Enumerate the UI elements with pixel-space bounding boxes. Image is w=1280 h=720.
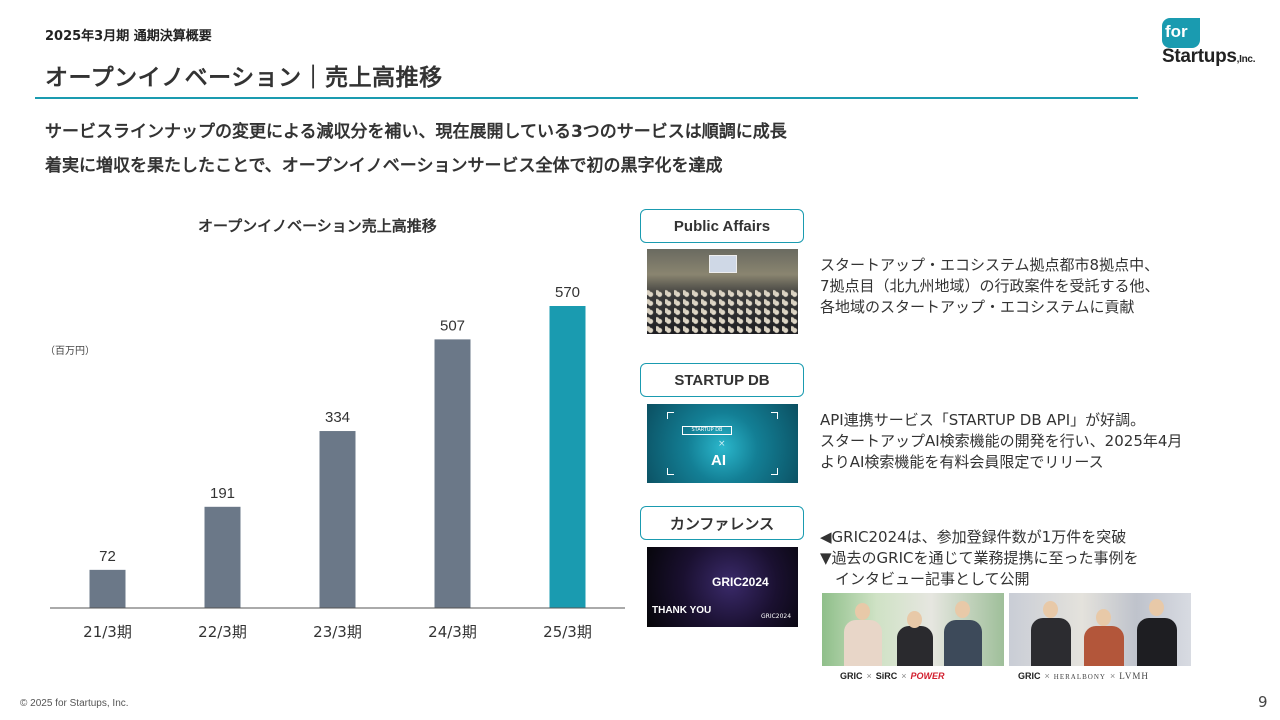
chart-bar [434, 339, 471, 608]
cross-mark: × [901, 671, 907, 681]
logo-box: for [1162, 18, 1200, 48]
person-head [1043, 601, 1058, 618]
text-line: インタビュー記事として公開 [820, 570, 1030, 588]
bar-value-label: 507 [440, 317, 465, 334]
frame-corner [771, 412, 778, 419]
person [897, 626, 933, 666]
service-text-conference: ◀GRIC2024は、参加登録件数が1万件を突破 ▼過去のGRICを通じて業務提… [820, 527, 1138, 590]
page-title: オープンイノベーション｜売上高推移 [45, 65, 443, 91]
page-number: 9 [1258, 693, 1268, 711]
service-text-public-affairs: スタートアップ・エコシステム拠点都市8拠点中、 7拠点目（北九州地域）の行政案件… [820, 255, 1160, 318]
sirc-logo: SiRC [875, 671, 898, 681]
x-tick-label: 23/3期 [313, 623, 362, 641]
bar-value-label: 191 [210, 485, 235, 502]
logo-inc-text: ,Inc. [1236, 54, 1256, 65]
gric-corner-mark: GRIC2024 [761, 613, 792, 620]
person [1084, 626, 1124, 666]
cross-mark: × [866, 671, 872, 681]
copyright: © 2025 for Startups, Inc. [20, 698, 129, 709]
lead-line-2: 着実に増収を果たしたことで、オープンイノベーションサービス全体で初の黒字化を達成 [45, 156, 723, 176]
text-line: よりAI検索機能を有料会員限定でリリース [820, 453, 1104, 471]
person-head [955, 601, 970, 618]
person-head [855, 603, 870, 620]
cross-mark: × [1044, 671, 1050, 681]
partner-logos-right: GRIC × HERALBONY × LVMH [1018, 671, 1149, 681]
heralbony-logo: HERALBONY [1053, 673, 1106, 681]
x-tick-label: 21/3期 [83, 623, 132, 641]
startup-db-box: STARTUP DB [682, 426, 732, 435]
frame-corner [771, 468, 778, 475]
person [1137, 618, 1177, 666]
company-logo: for Startups,Inc. [1162, 18, 1267, 70]
bar-value-label: 570 [555, 284, 580, 301]
logo-for-text: for [1165, 22, 1188, 41]
gric-logo: GRIC [840, 671, 863, 681]
interview-photo-2 [1009, 593, 1191, 666]
lvmh-logo: LVMH [1119, 671, 1149, 681]
power-logo: POWER [910, 671, 945, 681]
frame-corner [667, 468, 674, 475]
text-line: スタートアップ・エコシステム拠点都市8拠点中、 [820, 256, 1160, 274]
cross-mark: × [1109, 671, 1116, 681]
service-label-public-affairs: Public Affairs [640, 209, 804, 243]
thank-you-text: THANK YOU [652, 605, 712, 616]
text-line: API連携サービス「STARTUP DB API」が好調。 [820, 411, 1146, 429]
conference-photo: GRIC2024 THANK YOU GRIC2024 [647, 547, 798, 627]
logo-startups-text: Startups,Inc. [1162, 46, 1255, 68]
service-text-startup-db: API連携サービス「STARTUP DB API」が好調。 スタートアップAI検… [820, 410, 1182, 473]
logo-startups-word: Startups [1162, 46, 1237, 67]
text-line: ▼過去のGRICを通じて業務提携に至った事例を [820, 549, 1139, 567]
chart-bar [319, 431, 356, 608]
person [844, 620, 882, 666]
chart-title: オープンイノベーション売上高推移 [198, 217, 437, 235]
text-line: ◀GRIC2024は、参加登録件数が1万件を突破 [820, 528, 1127, 546]
startup-db-ai-image: STARTUP DB × AI [647, 404, 798, 483]
interview-photo-1 [822, 593, 1004, 666]
revenue-bar-chart: 72 21/3期 191 22/3期 334 23/3期 507 24/3期 570 25/3期 [50, 284, 625, 641]
gric-logo: GRIC [1018, 671, 1041, 681]
period-label: 2025年3月期 通期決算概要 [45, 29, 212, 44]
frame-corner [667, 412, 674, 419]
text-line: 各地域のスタートアップ・エコシステムに貢献 [820, 298, 1135, 316]
person-head [1149, 599, 1164, 616]
title-rule [35, 97, 1138, 99]
bar-value-label: 72 [99, 548, 116, 565]
cross-mark: × [718, 439, 726, 449]
chart-bar [89, 569, 126, 608]
x-tick-label: 22/3期 [198, 623, 247, 641]
ai-text: AI [711, 452, 726, 469]
service-label-conference: カンファレンス [640, 506, 804, 540]
crowd [647, 289, 798, 334]
chart-bar [549, 306, 586, 608]
x-tick-label: 24/3期 [428, 623, 477, 641]
person [1031, 618, 1071, 666]
service-label-startup-db: STARTUP DB [640, 363, 804, 397]
chart-bar [204, 506, 241, 608]
partner-logos-left: GRIC × SiRC × POWER [840, 671, 945, 681]
stage-screen [709, 255, 737, 273]
bar-value-label: 334 [325, 409, 350, 426]
person-head [1096, 609, 1111, 626]
public-affairs-photo [647, 249, 798, 334]
text-line: スタートアップAI検索機能の開発を行い、2025年4月 [820, 432, 1183, 450]
gric-banner: GRIC2024 [712, 575, 769, 589]
person [944, 620, 982, 666]
person-head [907, 611, 922, 628]
lead-line-1: サービスラインナップの変更による減収分を補い、現在展開している3つのサービスは順… [45, 122, 787, 142]
chart-unit-label: （百万円） [45, 346, 95, 357]
text-line: 7拠点目（北九州地域）の行政案件を受託する他、 [820, 277, 1160, 295]
x-tick-label: 25/3期 [543, 623, 592, 641]
